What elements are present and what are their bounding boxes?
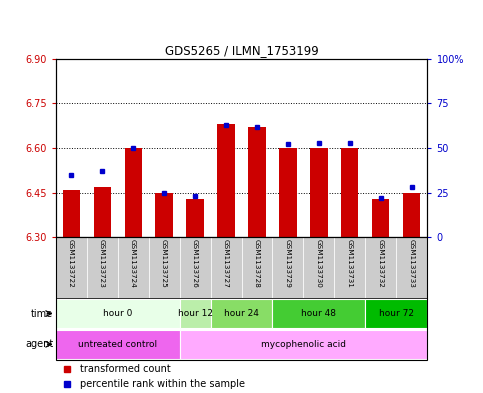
Bar [56, 330, 180, 359]
Bar [248, 127, 266, 237]
Bar [180, 237, 211, 298]
Bar [403, 193, 421, 237]
Text: GSM1133723: GSM1133723 [99, 239, 105, 288]
Bar [180, 299, 211, 328]
Text: hour 12: hour 12 [178, 309, 213, 318]
Bar [86, 237, 117, 298]
Text: agent: agent [25, 339, 53, 349]
Bar [211, 299, 272, 328]
Text: GSM1133729: GSM1133729 [285, 239, 291, 288]
Bar [366, 237, 397, 298]
Bar [242, 237, 272, 298]
Text: GSM1133732: GSM1133732 [378, 239, 384, 288]
Bar [341, 148, 358, 237]
Bar [397, 237, 427, 298]
Text: GSM1133722: GSM1133722 [68, 239, 74, 288]
Text: GSM1133727: GSM1133727 [223, 239, 229, 288]
Text: GSM1133733: GSM1133733 [409, 239, 415, 288]
Text: GSM1133726: GSM1133726 [192, 239, 198, 288]
Bar [303, 237, 334, 298]
Bar [334, 237, 366, 298]
Bar [372, 198, 389, 237]
Bar [217, 124, 235, 237]
Text: hour 72: hour 72 [379, 309, 414, 318]
Bar [272, 299, 366, 328]
Bar [56, 237, 86, 298]
Bar [280, 148, 297, 237]
Text: hour 0: hour 0 [103, 309, 132, 318]
Text: transformed count: transformed count [80, 364, 170, 375]
Bar [186, 198, 203, 237]
Bar [149, 237, 180, 298]
Text: percentile rank within the sample: percentile rank within the sample [80, 378, 245, 389]
Bar [366, 299, 427, 328]
Text: time: time [31, 309, 53, 319]
Bar [117, 237, 149, 298]
Bar [56, 299, 180, 328]
Bar [156, 193, 172, 237]
Bar [211, 237, 242, 298]
Text: untreated control: untreated control [78, 340, 157, 349]
Text: GSM1133728: GSM1133728 [254, 239, 260, 288]
Bar [272, 237, 303, 298]
Text: mycophenolic acid: mycophenolic acid [261, 340, 346, 349]
Text: GSM1133730: GSM1133730 [316, 239, 322, 288]
Text: GSM1133724: GSM1133724 [130, 239, 136, 288]
Bar [94, 187, 111, 237]
Bar [180, 330, 427, 359]
Bar [125, 148, 142, 237]
Title: GDS5265 / ILMN_1753199: GDS5265 / ILMN_1753199 [165, 44, 318, 57]
Bar [62, 190, 80, 237]
Text: hour 48: hour 48 [301, 309, 337, 318]
Text: GSM1133725: GSM1133725 [161, 239, 167, 288]
Text: hour 24: hour 24 [224, 309, 259, 318]
Bar [311, 148, 327, 237]
Text: GSM1133731: GSM1133731 [347, 239, 353, 288]
